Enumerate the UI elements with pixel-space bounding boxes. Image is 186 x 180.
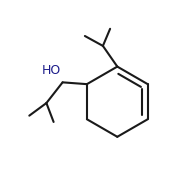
Text: HO: HO [41, 64, 60, 77]
